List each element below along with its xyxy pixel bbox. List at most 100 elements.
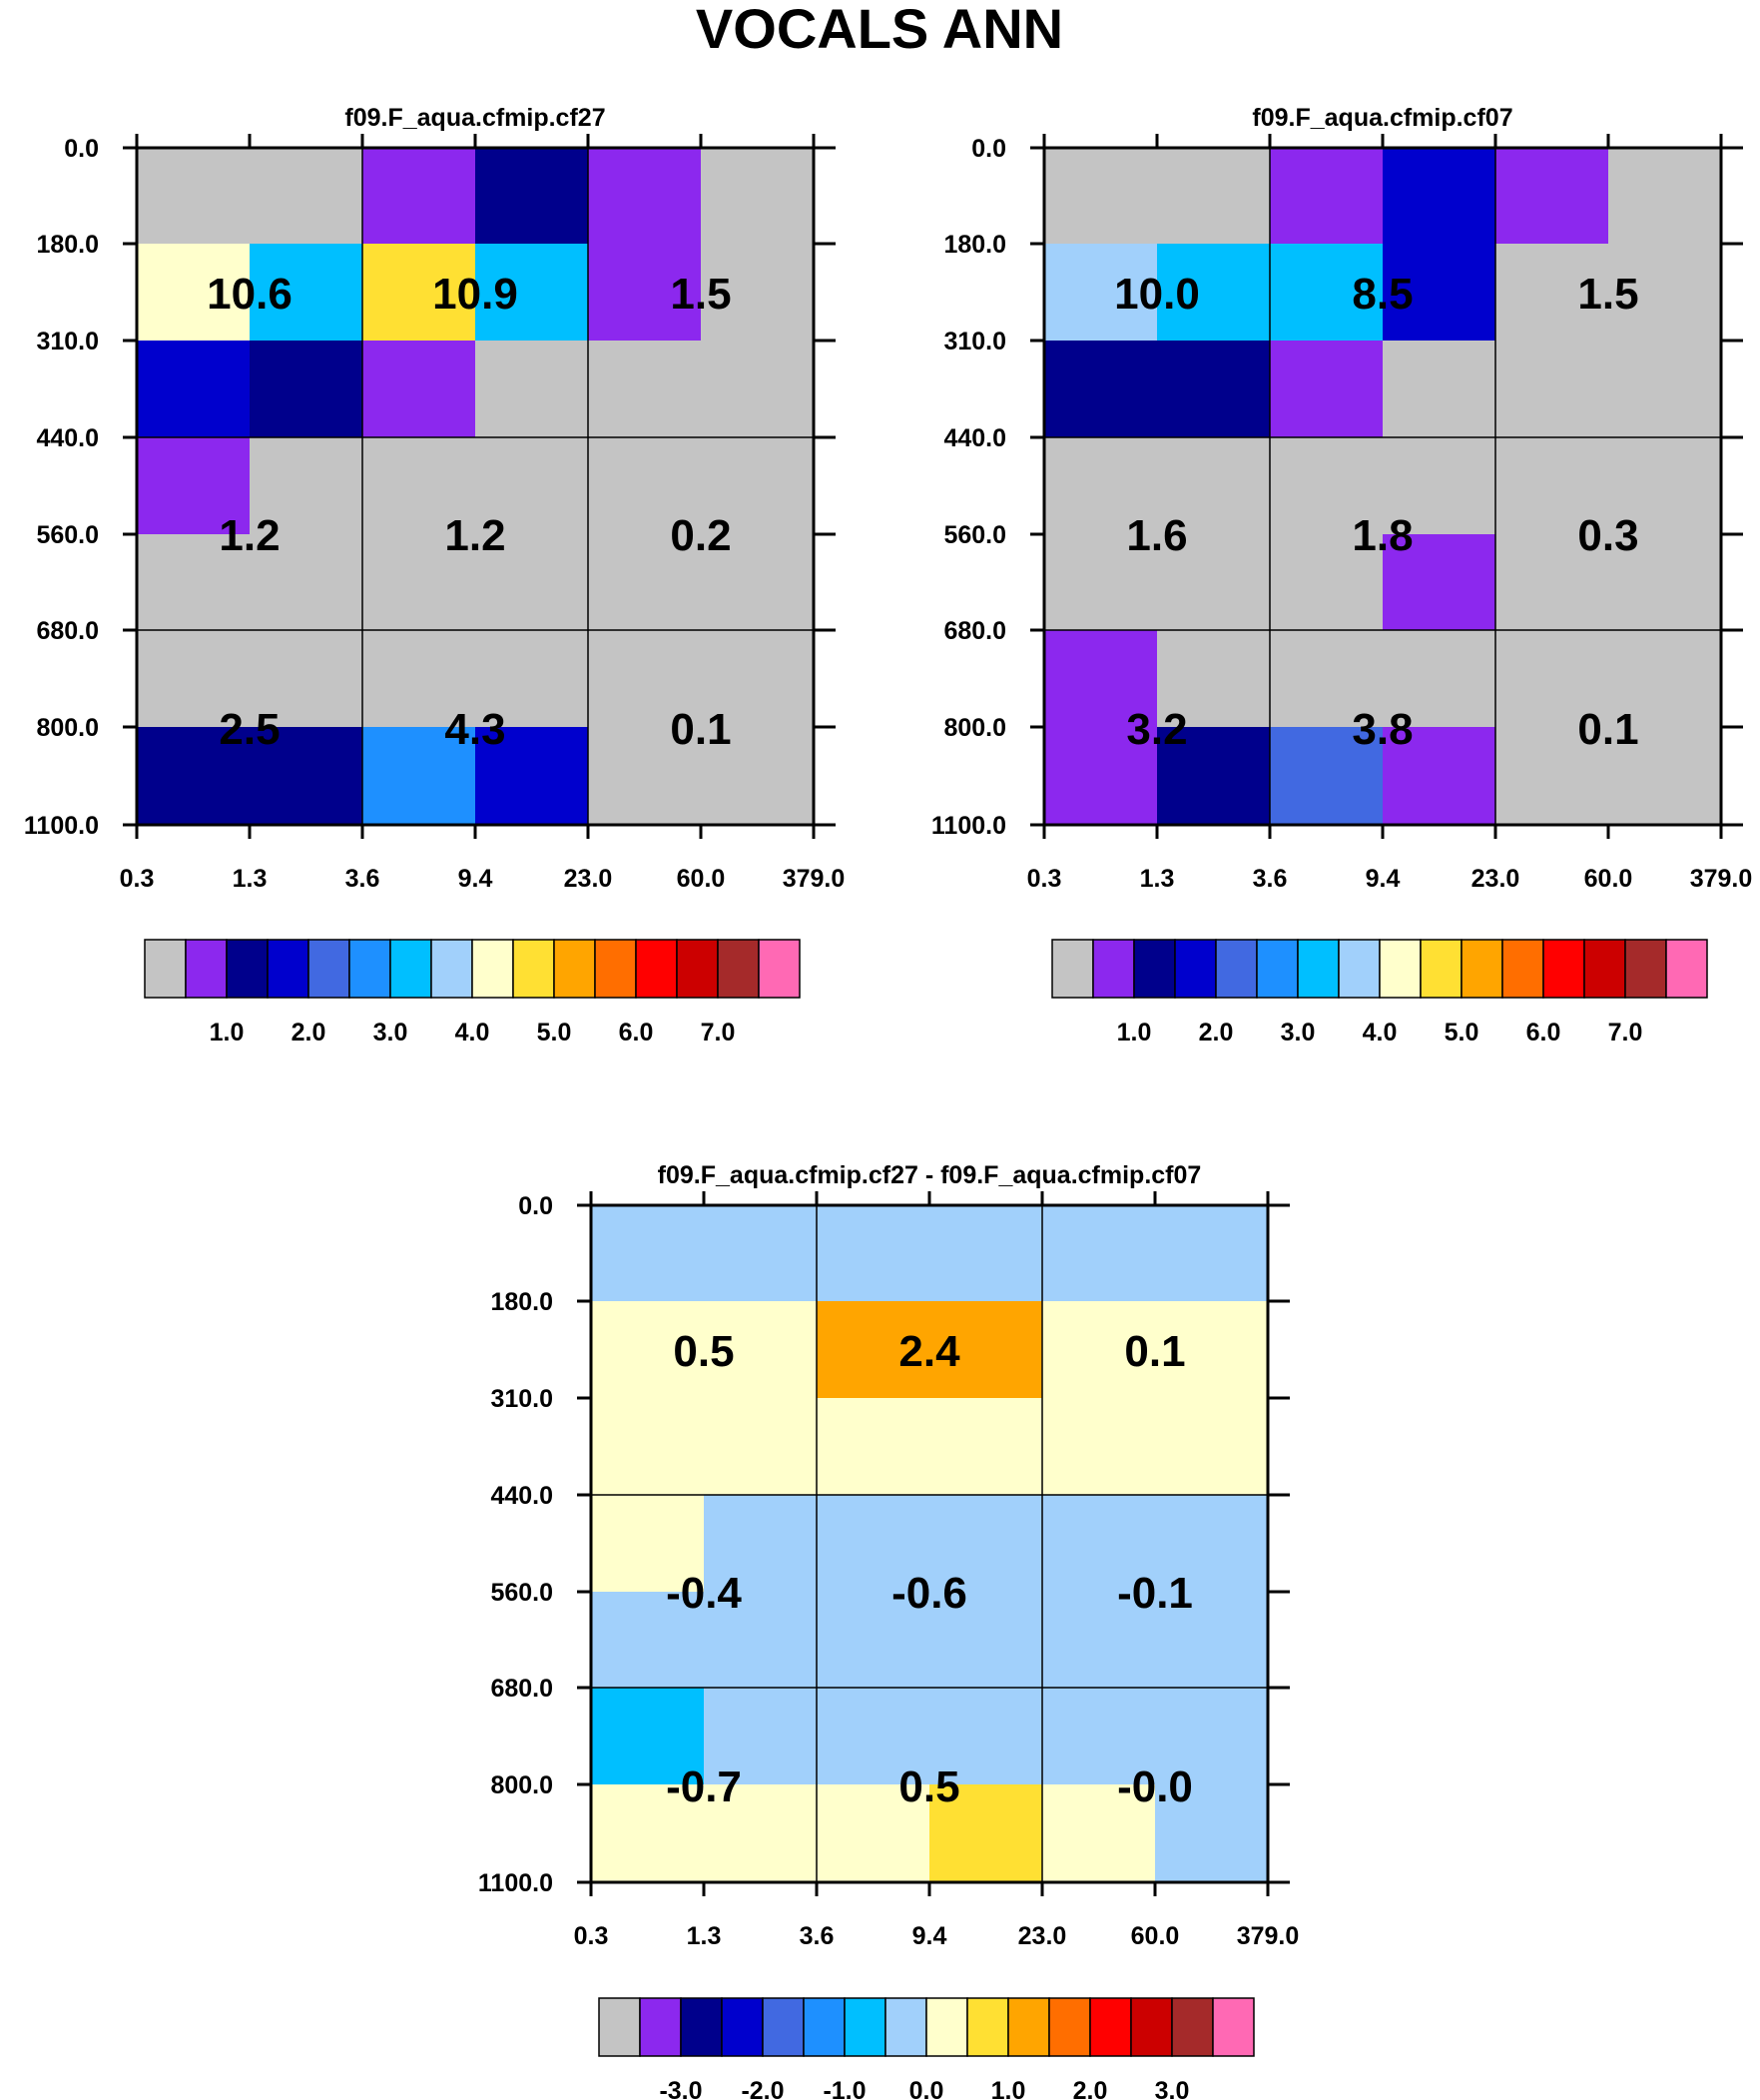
- heatmap-cell: [250, 341, 363, 438]
- heatmap-cell: [1044, 630, 1158, 728]
- colorbar-swatch: [598, 1997, 641, 2057]
- heatmap-cell: [250, 244, 363, 342]
- heatmap-cell: [701, 341, 815, 438]
- colorbar-swatch: [1297, 939, 1340, 999]
- heatmap-cell: [362, 341, 476, 438]
- colorbar-swatch: [307, 939, 350, 999]
- colorbar-label: 6.0: [619, 1019, 654, 1047]
- heatmap-cell: [1383, 727, 1496, 826]
- colorbar-label: 1.0: [991, 2077, 1026, 2100]
- heatmap-cell: [1383, 341, 1496, 438]
- block-value-label: 10.9: [432, 270, 518, 319]
- panel-2: f09.F_aqua.cfmip.cf07 0.3 1.3 3.6 9.4 23.0 60.…: [931, 104, 1752, 1047]
- heatmap-cell: [1044, 244, 1158, 342]
- heatmap-cell: [588, 244, 702, 342]
- colorbar-swatch: [185, 939, 228, 999]
- colorbar-swatch: [1048, 1997, 1091, 2057]
- colorbar-label: 2.0: [292, 1019, 326, 1047]
- heatmap-cell: [1157, 244, 1271, 342]
- colorbar-swatch: [758, 939, 801, 999]
- colorbar-label: 5.0: [537, 1019, 572, 1047]
- y-tick-label: 1100.0: [931, 812, 1006, 840]
- colorbar-swatch: [844, 1997, 886, 2057]
- heatmap-cell: [817, 1495, 930, 1593]
- heatmap-cell: [704, 1688, 818, 1785]
- colorbar-label: 0.0: [909, 2077, 944, 2100]
- heatmap-cell: [250, 534, 363, 631]
- heatmap-cell: [588, 630, 702, 728]
- colorbar-label: -3.0: [659, 2077, 702, 2100]
- heatmap-cell: [1157, 727, 1271, 826]
- colorbar-swatch: [1092, 939, 1135, 999]
- colorbar-swatch: [1665, 939, 1708, 999]
- y-tick-label: 440.0: [943, 424, 1006, 452]
- heatmap-cell: [817, 1688, 930, 1785]
- colorbar-swatch: [1379, 939, 1422, 999]
- heatmap-cell: [250, 437, 363, 535]
- heatmap-cell: [475, 534, 589, 631]
- x-tick-label: 3.6: [800, 1922, 835, 1950]
- y-tick-label: 560.0: [490, 1579, 553, 1607]
- heatmap-cell: [475, 148, 589, 245]
- heatmap-cell: [1044, 534, 1158, 631]
- colorbar-swatch: [635, 939, 678, 999]
- block-value-label: 0.1: [1124, 1327, 1185, 1376]
- heatmap-cell: [704, 1301, 818, 1399]
- heatmap-cell: [1042, 1592, 1156, 1689]
- block-value-label: 0.1: [1577, 705, 1638, 754]
- heatmap-cell: [588, 437, 702, 535]
- heatmap-cell: [137, 148, 251, 245]
- x-tick-label: 1.3: [687, 1922, 722, 1950]
- heatmap-cell: [1495, 341, 1609, 438]
- colorbar-label: 2.0: [1073, 2077, 1108, 2100]
- heatmap-cell: [137, 534, 251, 631]
- heatmap-cell: [1155, 1592, 1269, 1689]
- colorbar-swatch: [512, 939, 555, 999]
- block-value-label: 10.6: [207, 270, 293, 319]
- colorbar-label: 5.0: [1445, 1019, 1479, 1047]
- block-value-label: 10.0: [1114, 270, 1200, 319]
- colorbar-swatch: [1171, 1997, 1214, 2057]
- heatmap-cell: [704, 1398, 818, 1496]
- heatmap-cell: [362, 727, 476, 826]
- y-tick-label: 310.0: [943, 328, 1006, 355]
- colorbar-swatch: [1542, 939, 1585, 999]
- heatmap-cell: [704, 1592, 818, 1689]
- colorbar-label: 7.0: [701, 1019, 736, 1047]
- heatmap-cell: [362, 244, 476, 342]
- heatmap-cell: [929, 1592, 1043, 1689]
- y-tick-label: 310.0: [36, 328, 99, 355]
- colorbar-swatch: [1130, 1997, 1173, 2057]
- colorbar-swatch: [144, 939, 187, 999]
- block-value-label: 0.5: [898, 1762, 959, 1811]
- heatmap-cell: [362, 437, 476, 535]
- heatmap-cell: [817, 1398, 930, 1496]
- heatmap-cell: [701, 727, 815, 826]
- heatmap-cell: [1495, 727, 1609, 826]
- block-value-label: 1.5: [670, 270, 731, 319]
- heatmap-cell: [1042, 1688, 1156, 1785]
- block-value-label: 3.8: [1352, 705, 1413, 754]
- heatmap-cell: [1383, 148, 1496, 245]
- colorbar-label: 1.0: [210, 1019, 245, 1047]
- heatmap-cell: [250, 630, 363, 728]
- colorbar-swatch: [803, 1997, 846, 2057]
- y-tick-label: 440.0: [36, 424, 99, 452]
- x-tick-label: 9.4: [458, 865, 493, 893]
- heatmap-cell: [1270, 148, 1384, 245]
- x-tick-label: 1.3: [1140, 865, 1175, 893]
- heatmap-cell: [591, 1398, 705, 1496]
- colorbar-swatch: [1501, 939, 1544, 999]
- heatmap-cell: [362, 630, 476, 728]
- colorbar-swatch: [925, 1997, 968, 2057]
- heatmap-cell: [1495, 630, 1609, 728]
- block-value-label: -0.0: [1117, 1762, 1193, 1811]
- x-tick-label: 9.4: [1366, 865, 1401, 893]
- colorbar-swatch: [1174, 939, 1217, 999]
- heatmap-cell: [1495, 534, 1609, 631]
- x-tick-label: 0.3: [574, 1922, 609, 1950]
- heatmap-cell: [137, 244, 251, 342]
- heatmap-cell: [1495, 244, 1609, 342]
- heatmap-cell: [1157, 630, 1271, 728]
- heatmap-cell: [929, 1301, 1043, 1399]
